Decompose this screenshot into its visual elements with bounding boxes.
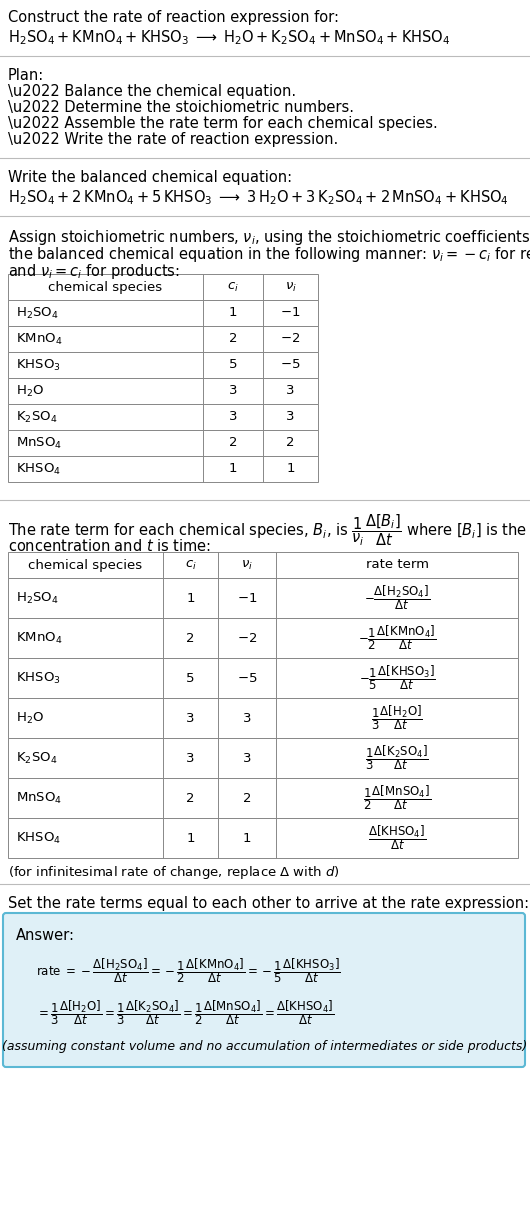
Text: $\mathrm{MnSO_4}$: $\mathrm{MnSO_4}$ (16, 790, 62, 806)
Text: $\dfrac{1}{3}\dfrac{\Delta[\mathrm{K_2SO_4}]}{\Delta t}$: $\dfrac{1}{3}\dfrac{\Delta[\mathrm{K_2SO… (365, 744, 429, 772)
Text: $\nu_i$: $\nu_i$ (285, 280, 296, 294)
FancyBboxPatch shape (3, 913, 525, 1067)
Bar (8, 326, 318, 352)
Text: $-2$: $-2$ (280, 332, 301, 345)
Text: $\mathrm{KHSO_4}$: $\mathrm{KHSO_4}$ (16, 461, 61, 476)
Text: and $\nu_i = c_i$ for products:: and $\nu_i = c_i$ for products: (8, 262, 180, 281)
Text: $\nu_i$: $\nu_i$ (241, 558, 253, 571)
Text: $\mathrm{H_2SO_4}$: $\mathrm{H_2SO_4}$ (16, 306, 59, 320)
Text: Assign stoichiometric numbers, $\nu_i$, using the stoichiometric coefficients, $: Assign stoichiometric numbers, $\nu_i$, … (8, 228, 530, 246)
Bar (8, 378, 318, 403)
Text: Answer:: Answer: (16, 928, 75, 943)
Text: 2: 2 (186, 791, 195, 805)
Text: $\mathrm{KMnO_4}$: $\mathrm{KMnO_4}$ (16, 331, 63, 347)
Text: 3: 3 (243, 751, 251, 765)
Bar (8, 352, 318, 378)
Text: rate term: rate term (366, 558, 428, 571)
Text: concentration and $t$ is time:: concentration and $t$ is time: (8, 538, 211, 554)
Text: 3: 3 (186, 751, 195, 765)
Text: 1: 1 (229, 307, 237, 319)
Text: 1: 1 (186, 592, 195, 604)
Text: 3: 3 (243, 712, 251, 725)
Text: $-2$: $-2$ (237, 632, 257, 645)
Text: $\dfrac{\Delta[\mathrm{KHSO_4}]}{\Delta t}$: $\dfrac{\Delta[\mathrm{KHSO_4}]}{\Delta … (368, 824, 426, 853)
Text: $\mathrm{MnSO_4}$: $\mathrm{MnSO_4}$ (16, 435, 62, 451)
Text: $-\dfrac{1}{2}\dfrac{\Delta[\mathrm{KMnO_4}]}{\Delta t}$: $-\dfrac{1}{2}\dfrac{\Delta[\mathrm{KMnO… (358, 623, 436, 652)
Text: (for infinitesimal rate of change, replace $\Delta$ with $d$): (for infinitesimal rate of change, repla… (8, 864, 340, 881)
Text: 2: 2 (286, 436, 295, 449)
Text: $-5$: $-5$ (237, 672, 257, 685)
Bar (8, 698, 518, 738)
Text: $-1$: $-1$ (237, 592, 257, 604)
Text: $\mathrm{H_2SO_4}$: $\mathrm{H_2SO_4}$ (16, 591, 59, 605)
Text: The rate term for each chemical species, $B_i$, is $\dfrac{1}{\nu_i}\dfrac{\Delt: The rate term for each chemical species,… (8, 512, 530, 547)
Text: 5: 5 (186, 672, 195, 685)
Text: $\mathrm{K_2SO_4}$: $\mathrm{K_2SO_4}$ (16, 410, 57, 424)
Text: 3: 3 (229, 411, 237, 424)
Bar (8, 778, 518, 818)
Text: Set the rate terms equal to each other to arrive at the rate expression:: Set the rate terms equal to each other t… (8, 896, 529, 911)
Text: (assuming constant volume and no accumulation of intermediates or side products): (assuming constant volume and no accumul… (2, 1040, 528, 1053)
Bar (8, 552, 518, 577)
Bar (8, 455, 318, 482)
Text: $c_i$: $c_i$ (184, 558, 197, 571)
Bar (8, 430, 318, 455)
Text: Write the balanced chemical equation:: Write the balanced chemical equation: (8, 170, 292, 185)
Text: 5: 5 (229, 359, 237, 372)
Text: $c_i$: $c_i$ (227, 280, 239, 294)
Text: $\mathrm{KHSO_3}$: $\mathrm{KHSO_3}$ (16, 670, 61, 686)
Text: $\mathrm{KHSO_4}$: $\mathrm{KHSO_4}$ (16, 830, 61, 846)
Text: \u2022 Write the rate of reaction expression.: \u2022 Write the rate of reaction expres… (8, 132, 338, 147)
Text: $\mathrm{H_2SO_4 + 2\,KMnO_4 + 5\,KHSO_3 \;\longrightarrow\; 3\,H_2O + 3\,K_2SO_: $\mathrm{H_2SO_4 + 2\,KMnO_4 + 5\,KHSO_3… (8, 188, 509, 207)
Text: $-1$: $-1$ (280, 307, 301, 319)
Text: 3: 3 (286, 384, 295, 397)
Text: 2: 2 (229, 332, 237, 345)
Text: $-\dfrac{1}{5}\dfrac{\Delta[\mathrm{KHSO_3}]}{\Delta t}$: $-\dfrac{1}{5}\dfrac{\Delta[\mathrm{KHSO… (358, 663, 436, 692)
Text: Plan:: Plan: (8, 68, 44, 83)
Text: $= \dfrac{1}{3}\dfrac{\Delta[\mathrm{H_2O}]}{\Delta t} = \dfrac{1}{3}\dfrac{\Del: $= \dfrac{1}{3}\dfrac{\Delta[\mathrm{H_2… (36, 998, 334, 1027)
Text: \u2022 Balance the chemical equation.: \u2022 Balance the chemical equation. (8, 85, 296, 99)
Text: \u2022 Assemble the rate term for each chemical species.: \u2022 Assemble the rate term for each c… (8, 116, 438, 130)
Text: 2: 2 (186, 632, 195, 645)
Bar (8, 738, 518, 778)
Bar (8, 403, 318, 430)
Text: chemical species: chemical species (29, 558, 143, 571)
Text: Construct the rate of reaction expression for:: Construct the rate of reaction expressio… (8, 10, 339, 25)
Text: $\mathrm{K_2SO_4}$: $\mathrm{K_2SO_4}$ (16, 750, 57, 766)
Text: 1: 1 (186, 831, 195, 844)
Text: 2: 2 (229, 436, 237, 449)
Text: $\mathrm{H_2SO_4 + KMnO_4 + KHSO_3 \;\longrightarrow\; H_2O + K_2SO_4 + MnSO_4 +: $\mathrm{H_2SO_4 + KMnO_4 + KHSO_3 \;\lo… (8, 28, 450, 47)
Bar (8, 274, 318, 300)
Text: $\dfrac{1}{2}\dfrac{\Delta[\mathrm{MnSO_4}]}{\Delta t}$: $\dfrac{1}{2}\dfrac{\Delta[\mathrm{MnSO_… (363, 784, 431, 813)
Bar (8, 577, 518, 618)
Text: the balanced chemical equation in the following manner: $\nu_i = -c_i$ for react: the balanced chemical equation in the fo… (8, 245, 530, 265)
Text: \u2022 Determine the stoichiometric numbers.: \u2022 Determine the stoichiometric numb… (8, 100, 354, 115)
Text: 1: 1 (229, 463, 237, 476)
Text: 3: 3 (286, 411, 295, 424)
Text: rate $= -\dfrac{\Delta[\mathrm{H_2SO_4}]}{\Delta t} = -\dfrac{1}{2}\dfrac{\Delta: rate $= -\dfrac{\Delta[\mathrm{H_2SO_4}]… (36, 956, 341, 985)
Text: $\mathrm{KHSO_3}$: $\mathrm{KHSO_3}$ (16, 358, 61, 372)
Text: 1: 1 (243, 831, 251, 844)
Text: 3: 3 (229, 384, 237, 397)
Text: $\mathrm{H_2O}$: $\mathrm{H_2O}$ (16, 383, 44, 399)
Text: $\mathrm{KMnO_4}$: $\mathrm{KMnO_4}$ (16, 631, 63, 645)
Text: $\mathrm{H_2O}$: $\mathrm{H_2O}$ (16, 710, 44, 726)
Text: $-5$: $-5$ (280, 359, 301, 372)
Text: $\dfrac{1}{3}\dfrac{\Delta[\mathrm{H_2O}]}{\Delta t}$: $\dfrac{1}{3}\dfrac{\Delta[\mathrm{H_2O}… (371, 703, 423, 732)
Bar (8, 300, 318, 326)
Text: 2: 2 (243, 791, 251, 805)
Text: 1: 1 (286, 463, 295, 476)
Text: 3: 3 (186, 712, 195, 725)
Bar (8, 818, 518, 858)
Text: chemical species: chemical species (48, 280, 163, 294)
Text: $-\dfrac{\Delta[\mathrm{H_2SO_4}]}{\Delta t}$: $-\dfrac{\Delta[\mathrm{H_2SO_4}]}{\Delt… (364, 583, 430, 612)
Bar (8, 618, 518, 658)
Bar (8, 658, 518, 698)
